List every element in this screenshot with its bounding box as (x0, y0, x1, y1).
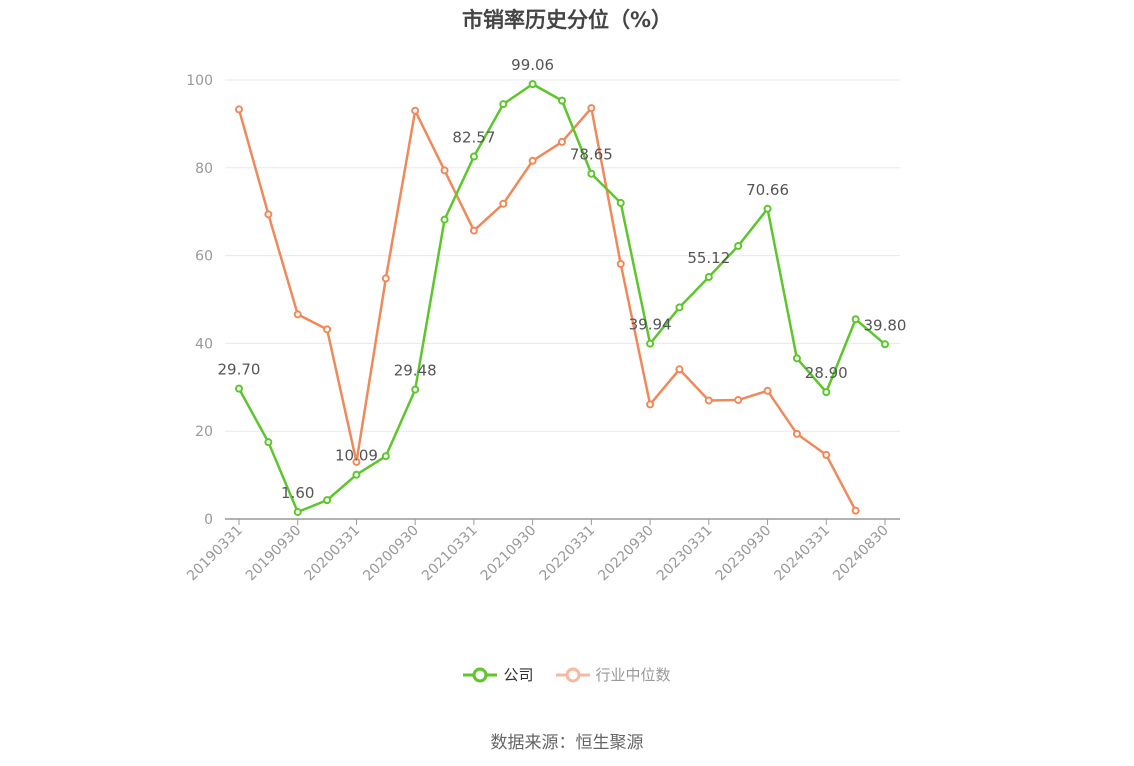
y-tick-label: 60 (195, 249, 213, 265)
x-tick-label: 20240830 (830, 523, 892, 585)
chart-legend: 公司 行业中位数 (0, 664, 1134, 685)
industry-data-point (587, 104, 596, 113)
industry-data-point (469, 226, 478, 235)
legend-label-company: 公司 (503, 666, 534, 684)
x-tick-label: 20210331 (419, 523, 481, 585)
industry-data-point (293, 310, 302, 319)
industry-data-point (822, 450, 831, 459)
company-data-point (411, 385, 420, 394)
industry-data-point (323, 325, 332, 334)
data-label: 82.57 (452, 129, 495, 147)
company-data-point (675, 303, 684, 312)
data-label: 1.60 (281, 484, 314, 502)
company-data-point (792, 354, 801, 363)
industry-data-point (616, 259, 625, 268)
x-tick-label: 20230331 (654, 523, 716, 585)
company-data-point (235, 384, 243, 393)
industry-data-point (558, 137, 566, 146)
industry-data-point (264, 210, 273, 219)
industry-data-point (675, 365, 684, 374)
industry-data-point (352, 457, 361, 466)
company-data-point (646, 339, 655, 348)
legend-marker-industry (555, 667, 590, 682)
industry-data-point (851, 506, 860, 515)
industry-data-point (704, 396, 713, 405)
industry-data-point (528, 156, 537, 165)
company-data-point (323, 496, 332, 505)
data-label: 99.06 (511, 56, 554, 74)
industry-series-line (237, 106, 857, 512)
industry-data-point (734, 396, 743, 405)
data-label: 28.90 (805, 364, 848, 382)
industry-data-point (235, 105, 243, 114)
company-data-point (881, 340, 889, 349)
x-tick-label: 20190930 (243, 523, 305, 585)
company-data-point (499, 100, 508, 109)
company-data-point (381, 452, 390, 461)
legend-item-industry[interactable]: 行业中位数 (555, 664, 671, 685)
y-tick-label: 20 (195, 424, 213, 440)
data-label: 29.70 (218, 361, 261, 379)
industry-data-point (440, 166, 449, 175)
x-tick-label: 20190331 (184, 523, 246, 585)
legend-label-industry: 行业中位数 (595, 666, 671, 684)
data-label: 78.65 (570, 146, 613, 164)
company-data-point (528, 80, 537, 89)
y-tick-label: 40 (195, 336, 213, 352)
legend-item-company[interactable]: 公司 (463, 664, 534, 685)
company-data-point (558, 96, 566, 105)
data-source: 数据来源：恒生聚源 (490, 733, 644, 753)
company-data-point (734, 241, 743, 250)
y-tick-label: 0 (204, 512, 213, 528)
company-data-point (851, 315, 860, 324)
x-tick-label: 20220930 (595, 523, 657, 585)
company-data-point (822, 388, 831, 397)
x-tick-label: 20240331 (771, 523, 833, 585)
data-label: 55.12 (687, 249, 730, 267)
company-data-point (587, 169, 596, 178)
chart-title: 市销率历史分位（%） (461, 8, 673, 32)
legend-marker-company (463, 667, 498, 682)
company-data-point (763, 204, 772, 213)
industry-data-point (381, 274, 390, 283)
data-label: 39.80 (864, 316, 907, 334)
data-label: 29.48 (394, 362, 437, 380)
data-label: 10.09 (335, 447, 378, 465)
data-label: 39.94 (629, 316, 672, 334)
y-tick-label: 100 (186, 73, 213, 89)
industry-data-point (411, 106, 420, 115)
y-tick-label: 80 (195, 161, 213, 177)
data-label: 70.66 (746, 181, 789, 199)
company-data-point (704, 273, 713, 282)
company-data-point (293, 507, 302, 516)
company-data-point (440, 215, 449, 224)
x-tick-label: 20220331 (536, 523, 598, 585)
industry-data-point (763, 386, 772, 395)
x-tick-label: 20200930 (360, 523, 422, 585)
company-data-point (616, 198, 625, 207)
x-tick-label: 20230930 (713, 523, 775, 585)
industry-data-point (499, 199, 508, 208)
x-tick-label: 20200331 (302, 523, 364, 585)
x-tick-label: 20210930 (478, 523, 540, 585)
company-data-point (264, 438, 273, 447)
industry-data-point (646, 400, 655, 409)
company-data-point (352, 470, 361, 479)
line-chart: 0 20 40 60 80 100 2019033120190930202003312020… (184, 56, 907, 585)
company-data-point (469, 152, 478, 161)
industry-data-point (792, 429, 801, 438)
